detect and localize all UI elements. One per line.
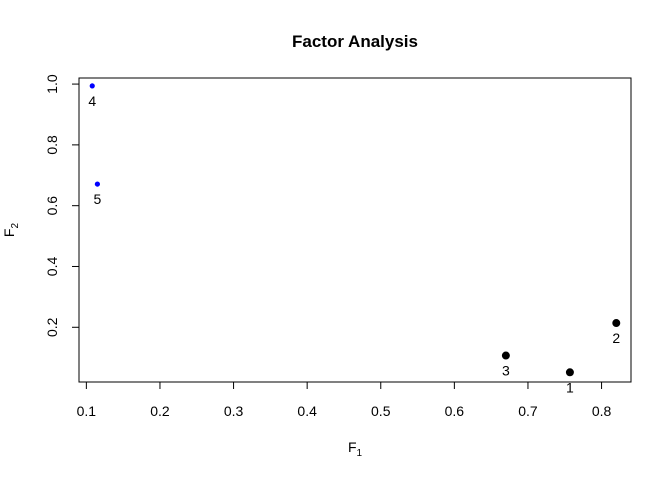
- x-tick-label: 0.3: [224, 403, 244, 419]
- x-tick-label: 0.8: [592, 403, 612, 419]
- y-tick-label: 0.6: [44, 196, 60, 216]
- y-tick-label: 1.0: [44, 74, 60, 94]
- y-tick-label: 0.2: [44, 317, 60, 337]
- x-tick-label: 0.2: [150, 403, 170, 419]
- data-points: 1 2 3 4 5: [88, 83, 620, 395]
- chart-title: Factor Analysis: [292, 32, 418, 51]
- x-axis: 0.1 0.2 0.3 0.4 0.5 0.6 0.7 0.8: [77, 381, 612, 419]
- data-point: [94, 181, 100, 187]
- data-point: [565, 368, 574, 377]
- x-tick-label: 0.7: [518, 403, 538, 419]
- data-point: [89, 83, 95, 89]
- y-axis-label: F2: [1, 223, 21, 238]
- x-tick-label: 0.1: [77, 403, 97, 419]
- y-tick-label: 0.4: [44, 257, 60, 277]
- point-label: 2: [612, 330, 620, 346]
- point-label: 1: [566, 379, 574, 395]
- point-label: 3: [502, 363, 510, 379]
- y-tick-label: 0.8: [44, 135, 60, 155]
- x-tick-label: 0.4: [297, 403, 317, 419]
- x-tick-label: 0.5: [371, 403, 391, 419]
- point-label: 5: [94, 191, 102, 207]
- data-point: [501, 351, 510, 360]
- x-axis-label: F1: [348, 439, 363, 459]
- x-tick-label: 0.6: [445, 403, 465, 419]
- data-point: [612, 319, 621, 328]
- point-label: 4: [88, 93, 96, 109]
- y-axis: 0.2 0.4 0.6 0.8 1.0: [44, 74, 80, 337]
